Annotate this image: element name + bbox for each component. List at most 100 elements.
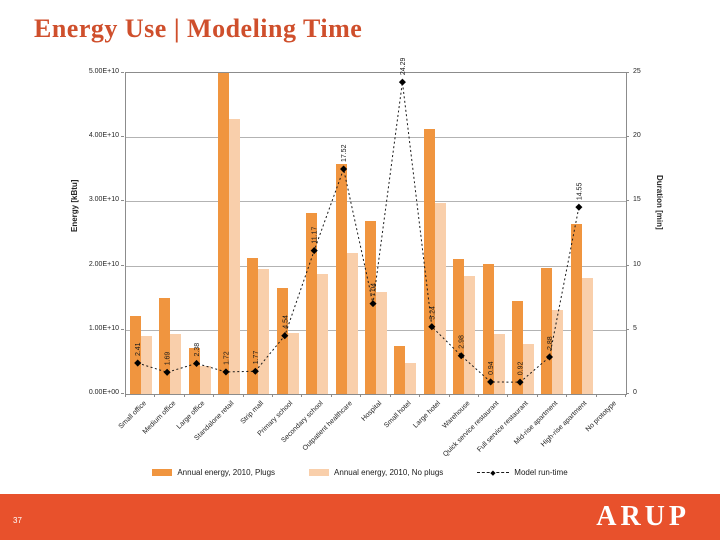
legend-swatch-noplugs bbox=[309, 469, 330, 476]
runtime-data-label: 2.98 bbox=[459, 335, 466, 349]
axis-tick-mark bbox=[121, 264, 124, 266]
runtime-data-label: 7.04 bbox=[371, 283, 378, 297]
x-axis-tick-mark bbox=[242, 394, 244, 397]
runtime-data-label: 5.24 bbox=[429, 306, 436, 320]
diamond-marker-icon bbox=[222, 368, 230, 376]
left-axis-tick-label: 4.00E+10 bbox=[88, 132, 119, 140]
runtime-data-label: 0.92 bbox=[518, 361, 525, 375]
diamond-marker-icon bbox=[545, 353, 554, 361]
diamond-marker-icon bbox=[487, 378, 495, 386]
runtime-data-label: 14.55 bbox=[576, 183, 583, 201]
bar-plugs bbox=[423, 128, 435, 394]
axis-tick-mark bbox=[626, 136, 629, 138]
bar-noplugs bbox=[376, 291, 387, 394]
axis-tick-mark bbox=[626, 72, 629, 73]
diamond-marker-icon bbox=[369, 300, 377, 308]
runtime-data-label: 1.69 bbox=[165, 352, 172, 366]
axis-tick-mark bbox=[626, 200, 629, 202]
diamond-marker-icon bbox=[251, 367, 259, 375]
diamond-marker-icon bbox=[575, 203, 583, 211]
bar-plugs bbox=[276, 288, 288, 394]
runtime-data-label: 17.52 bbox=[341, 144, 348, 162]
bar-noplugs bbox=[405, 363, 417, 394]
axis-tick-mark bbox=[121, 72, 124, 73]
bar-noplugs bbox=[581, 277, 593, 394]
runtime-data-label: 24.29 bbox=[400, 57, 407, 75]
x-axis-tick-mark bbox=[183, 394, 185, 397]
footer-band: 37 ARUP bbox=[0, 494, 720, 540]
runtime-data-label: 4.54 bbox=[282, 315, 289, 329]
x-axis-tick-mark bbox=[360, 394, 362, 397]
dashed-line-icon bbox=[477, 472, 510, 473]
runtime-line bbox=[137, 82, 580, 383]
bar-plugs bbox=[541, 268, 553, 394]
right-axis-tick-label: 25 bbox=[633, 68, 641, 75]
bar-plugs bbox=[217, 73, 229, 394]
diamond-marker-icon bbox=[457, 352, 465, 360]
bar-plugs bbox=[159, 297, 171, 394]
diamond-marker-icon bbox=[281, 332, 289, 340]
axis-tick-mark bbox=[626, 393, 629, 394]
x-axis-tick-mark bbox=[625, 394, 626, 397]
legend-line-sample: ◆ bbox=[477, 469, 510, 477]
x-axis-tick-mark bbox=[154, 394, 156, 397]
right-axis-tick-label: 5 bbox=[633, 324, 637, 332]
energy-modeling-chart: Energy [kBtu] Duration [min] 2.41 1.69 2.3… bbox=[70, 57, 664, 477]
left-axis-tick-label: 5.00E+10 bbox=[88, 68, 119, 75]
arup-logo: ARUP bbox=[596, 501, 690, 532]
x-axis-tick-mark bbox=[272, 394, 274, 397]
page-number: 37 bbox=[13, 516, 22, 525]
x-axis-tick-mark bbox=[536, 394, 538, 397]
bar-plugs bbox=[188, 347, 200, 394]
bar-plugs bbox=[247, 257, 259, 394]
left-axis-title: Energy [kBtu] bbox=[70, 179, 79, 232]
left-axis-tick-label: 2.00E+10 bbox=[88, 260, 119, 268]
right-axis-tick-label: 10 bbox=[633, 260, 641, 268]
left-axis-tick-label: 3.00E+10 bbox=[88, 196, 119, 204]
right-axis-tick-label: 15 bbox=[633, 196, 641, 204]
gridline bbox=[126, 137, 626, 139]
legend-label-plugs: Annual energy, 2010, Plugs bbox=[177, 468, 276, 477]
right-axis-title: Duration [min] bbox=[655, 175, 664, 230]
legend-item-runtime: ◆ Model run-time bbox=[477, 468, 568, 477]
bar-noplugs bbox=[170, 334, 182, 394]
x-axis-tick-mark bbox=[389, 394, 391, 397]
bar-noplugs bbox=[346, 252, 358, 394]
bar-plugs bbox=[129, 316, 141, 394]
diamond-marker-icon bbox=[134, 359, 142, 367]
runtime-data-label: 2.38 bbox=[194, 343, 201, 357]
legend-item-noplugs: Annual energy, 2010, No plugs bbox=[309, 468, 443, 477]
x-axis-tick-mark bbox=[213, 394, 215, 397]
bar-noplugs bbox=[464, 275, 476, 394]
bar-plugs bbox=[306, 212, 318, 394]
x-axis-tick-mark bbox=[330, 394, 332, 397]
bar-noplugs bbox=[552, 309, 564, 394]
bar-noplugs bbox=[317, 273, 329, 394]
bar-noplugs bbox=[434, 202, 446, 394]
bar-noplugs bbox=[258, 268, 270, 394]
bar-plugs bbox=[394, 345, 406, 394]
runtime-data-label: 1.72 bbox=[223, 351, 230, 365]
legend-label-runtime: Model run-time bbox=[514, 468, 568, 477]
right-axis-tick-label: 0 bbox=[633, 389, 637, 396]
right-axis-tick-label: 20 bbox=[633, 132, 641, 140]
diamond-marker-icon bbox=[163, 368, 171, 376]
axis-tick-mark bbox=[121, 136, 124, 138]
x-axis-tick-mark bbox=[125, 394, 126, 397]
diamond-marker-icon bbox=[310, 247, 318, 255]
left-axis-tick-label: 1.00E+10 bbox=[88, 324, 119, 332]
bar-plugs bbox=[365, 221, 376, 394]
bar-noplugs bbox=[199, 365, 211, 394]
bar-plugs bbox=[512, 300, 524, 394]
bar-plugs bbox=[482, 264, 494, 394]
bar-noplugs bbox=[140, 336, 152, 394]
x-axis-tick-mark bbox=[301, 394, 303, 397]
bar-noplugs bbox=[493, 334, 505, 394]
legend-label-noplugs: Annual energy, 2010, No plugs bbox=[334, 468, 444, 477]
bar-plugs bbox=[570, 223, 582, 394]
bar-noplugs bbox=[228, 119, 240, 394]
runtime-data-label: 0.94 bbox=[488, 361, 495, 375]
plot-area: 2.41 1.69 2.38 1.72 1.77 4.54 11.17 17.52 7.04 24… bbox=[125, 57, 627, 395]
axis-tick-mark bbox=[626, 264, 629, 266]
